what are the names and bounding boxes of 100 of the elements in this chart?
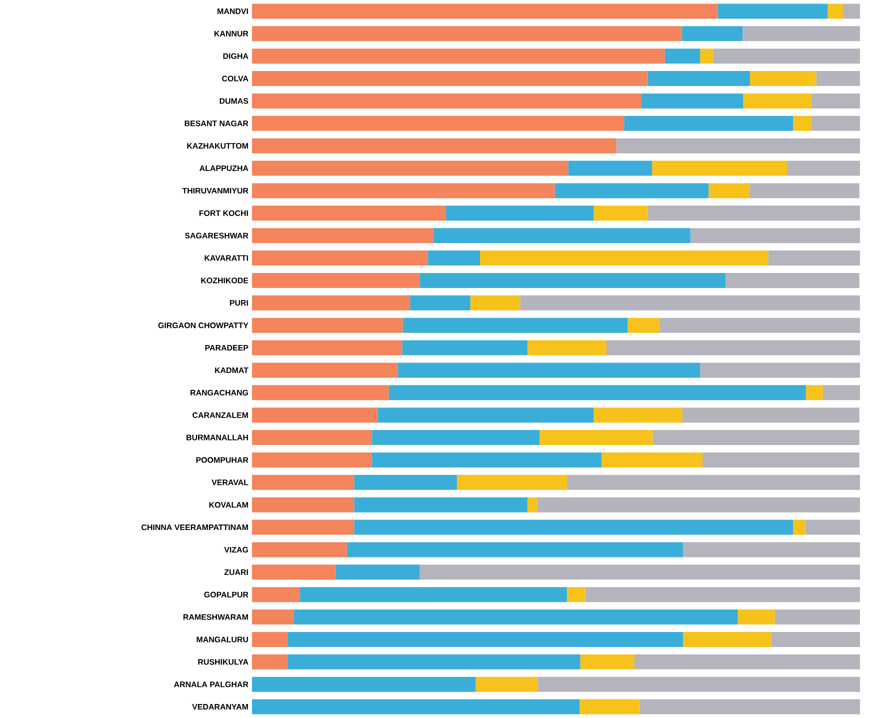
bar <box>470 295 520 310</box>
bar <box>252 160 568 176</box>
bar <box>252 654 288 670</box>
bar <box>372 430 540 446</box>
bar <box>346 542 684 558</box>
bar <box>252 474 354 490</box>
bar <box>402 318 628 333</box>
bar <box>433 228 690 244</box>
bar <box>690 228 860 244</box>
bar <box>354 497 528 512</box>
bar <box>252 116 624 131</box>
bar <box>683 542 860 558</box>
bar <box>287 632 684 647</box>
bar <box>811 93 860 108</box>
bar <box>537 497 860 512</box>
bar <box>664 48 700 64</box>
bar <box>336 564 420 580</box>
bar <box>774 610 860 625</box>
bar <box>252 610 294 625</box>
bar <box>749 183 860 198</box>
bar <box>640 699 860 714</box>
bar <box>602 452 703 468</box>
bar <box>252 71 648 86</box>
bar <box>580 654 634 670</box>
bar <box>641 93 744 108</box>
bar <box>252 48 665 64</box>
bar <box>252 295 410 310</box>
bar <box>787 160 860 176</box>
bar <box>252 385 389 400</box>
bar <box>700 362 860 378</box>
bar <box>446 206 594 221</box>
bar <box>252 497 354 512</box>
bar <box>252 206 446 221</box>
bar <box>252 272 420 288</box>
bar <box>252 228 434 244</box>
bar <box>682 26 743 42</box>
bar <box>252 408 378 423</box>
bar <box>252 362 398 378</box>
bar <box>652 160 788 176</box>
bar <box>554 183 709 198</box>
bar <box>743 93 812 108</box>
bar <box>252 676 476 692</box>
bar <box>624 116 794 131</box>
bar <box>700 48 713 64</box>
bar <box>702 452 860 468</box>
bar <box>354 474 457 490</box>
bar <box>252 542 347 558</box>
bar <box>252 430 372 446</box>
bar <box>252 699 580 714</box>
bar <box>480 250 768 266</box>
bar <box>726 272 860 288</box>
bar <box>252 250 428 266</box>
bar <box>594 408 682 423</box>
bar <box>252 93 642 108</box>
bar <box>768 250 860 266</box>
bar <box>476 676 538 692</box>
bar <box>287 654 580 670</box>
bar <box>606 340 860 356</box>
bar <box>410 295 470 310</box>
bar <box>378 408 594 423</box>
bar <box>540 430 653 446</box>
bar <box>388 385 806 400</box>
bar <box>402 340 528 356</box>
bar <box>594 206 648 221</box>
bar <box>628 318 660 333</box>
bar <box>712 48 860 64</box>
bar <box>816 71 860 86</box>
bar <box>294 610 738 625</box>
bar <box>527 340 606 356</box>
bar <box>771 632 860 647</box>
bar <box>372 452 602 468</box>
bar <box>805 520 860 535</box>
bar <box>420 272 726 288</box>
bar <box>566 474 860 490</box>
bar <box>420 564 860 580</box>
bar <box>456 474 567 490</box>
bar <box>682 408 860 423</box>
bar <box>648 206 860 221</box>
bar <box>252 4 718 19</box>
bar <box>683 632 772 647</box>
bar <box>616 138 860 154</box>
bar <box>750 71 816 86</box>
bar <box>568 160 652 176</box>
bar <box>793 520 806 535</box>
bar <box>527 497 538 512</box>
bar <box>300 587 567 602</box>
bar <box>806 385 823 400</box>
bar <box>252 138 616 154</box>
bar <box>828 4 843 19</box>
bar <box>252 183 555 198</box>
bar <box>538 676 860 692</box>
bar <box>718 4 828 19</box>
bar <box>252 340 402 356</box>
bar <box>660 318 860 333</box>
bar <box>252 452 372 468</box>
bar <box>252 318 403 333</box>
bar <box>428 250 480 266</box>
bar <box>354 520 794 535</box>
bar <box>842 4 860 19</box>
bar <box>252 520 354 535</box>
